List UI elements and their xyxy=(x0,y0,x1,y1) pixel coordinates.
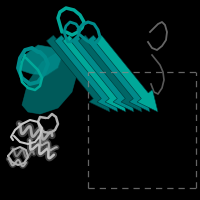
Polygon shape xyxy=(20,45,62,76)
Polygon shape xyxy=(55,35,118,112)
Polygon shape xyxy=(87,35,150,112)
Polygon shape xyxy=(22,52,78,114)
Polygon shape xyxy=(79,35,142,112)
Polygon shape xyxy=(63,35,126,112)
Polygon shape xyxy=(47,35,110,112)
Polygon shape xyxy=(71,35,134,112)
Polygon shape xyxy=(95,35,158,112)
